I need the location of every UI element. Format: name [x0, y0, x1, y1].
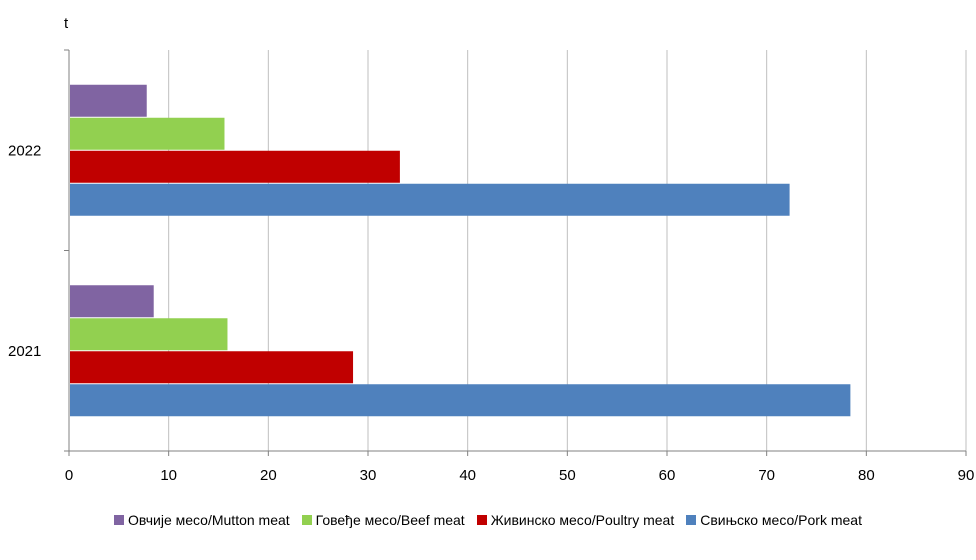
bar-chart: t 0 10 20 30 40 50 60 70 80 90 2021 2022 [8, 15, 975, 484]
x-tick-label: 90 [958, 467, 975, 484]
legend-item: Живинско месо/Poultry meat [476, 512, 675, 528]
legend-swatch [301, 515, 312, 525]
x-tick-label: 80 [858, 467, 875, 484]
category-label: 2022 [8, 142, 41, 159]
x-tick-label: 60 [659, 467, 676, 484]
bar [70, 384, 851, 417]
bar [70, 84, 147, 117]
axes [64, 49, 967, 456]
x-tick-label: 70 [758, 467, 775, 484]
x-tick-label: 50 [559, 467, 576, 484]
legend-label: Овчије месо/Mutton meat [128, 512, 290, 528]
gridlines [168, 50, 967, 451]
legend-item: Овчије месо/Mutton meat [114, 512, 290, 528]
legend-swatch [476, 515, 487, 525]
x-tick-label: 0 [65, 467, 73, 484]
unit-label: t [64, 15, 69, 32]
bars [70, 84, 851, 417]
legend-label: Живинско месо/Poultry meat [490, 512, 675, 528]
legend-swatch [114, 515, 125, 525]
legend-label: Говеђе месо/Beef meat [315, 512, 465, 528]
legend-item: Свињско месо/Pork meat [686, 512, 862, 528]
category-labels: 2021 2022 [8, 142, 41, 360]
bar [70, 318, 228, 351]
legend: Овчије месо/Mutton meat Говеђе месо/Beef … [0, 512, 976, 528]
category-label: 2021 [8, 343, 41, 360]
legend-label: Свињско месо/Pork meat [700, 512, 862, 528]
legend-item: Говеђе месо/Beef meat [301, 512, 465, 528]
legend-swatch [686, 515, 697, 525]
x-tick-labels: 0 10 20 30 40 50 60 70 80 90 [65, 467, 975, 484]
x-tick-label: 20 [260, 467, 277, 484]
bar [70, 150, 400, 183]
x-tick-label: 30 [360, 467, 377, 484]
x-tick-label: 40 [459, 467, 476, 484]
x-tick-label: 10 [160, 467, 177, 484]
bar [70, 183, 790, 216]
bar [70, 117, 225, 150]
bar [70, 285, 154, 318]
bar [70, 351, 354, 384]
